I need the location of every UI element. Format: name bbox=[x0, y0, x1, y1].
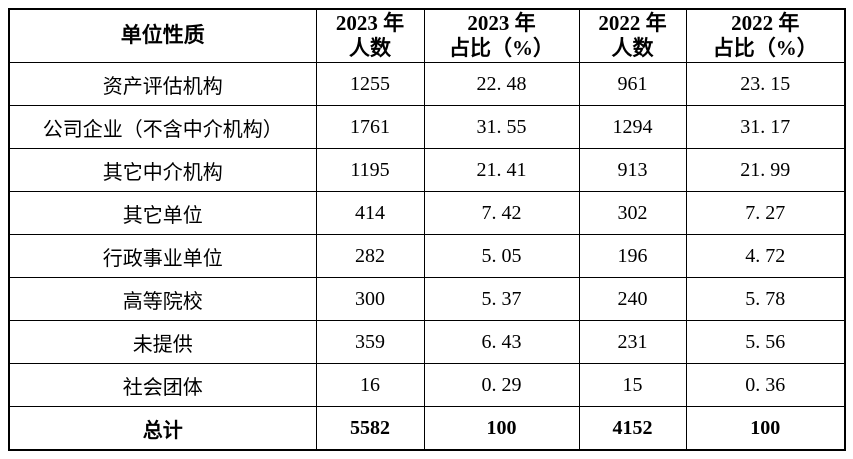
cell-count-2022: 302 bbox=[578, 191, 687, 235]
table-row: 社会团体 16 0. 29 15 0. 36 bbox=[8, 363, 846, 407]
cell-count-2022: 15 bbox=[578, 363, 687, 407]
header-text: 2022 年 bbox=[731, 10, 800, 35]
cell-percent-2022: 5. 56 bbox=[685, 320, 846, 364]
cell-unit-label: 行政事业单位 bbox=[8, 234, 317, 278]
header-text: 人数 bbox=[611, 36, 654, 60]
cell-count-2023: 1255 bbox=[315, 62, 425, 106]
table-row: 其它单位 414 7. 42 302 7. 27 bbox=[8, 191, 846, 235]
header-text: 单位性质 bbox=[120, 23, 205, 48]
cell-percent-2023: 6. 43 bbox=[423, 320, 580, 364]
cell-unit-label: 公司企业（不含中介机构） bbox=[8, 105, 317, 149]
cell-count-2022: 961 bbox=[578, 62, 687, 106]
cell-count-2023: 282 bbox=[315, 234, 425, 278]
cell-count-2023: 414 bbox=[315, 191, 425, 235]
cell-percent-2022: 31. 17 bbox=[685, 105, 846, 149]
cell-total-count-2022: 4152 bbox=[578, 406, 687, 451]
cell-count-2023: 16 bbox=[315, 363, 425, 407]
cell-count-2023: 300 bbox=[315, 277, 425, 321]
header-text: 2022 年 bbox=[598, 10, 667, 35]
table-row: 其它中介机构 1195 21. 41 913 21. 99 bbox=[8, 148, 846, 192]
cell-percent-2023: 5. 37 bbox=[423, 277, 580, 321]
cell-percent-2023: 0. 29 bbox=[423, 363, 580, 407]
header-text: 2023 年 bbox=[467, 10, 536, 35]
cell-count-2022: 196 bbox=[578, 234, 687, 278]
table-row: 公司企业（不含中介机构） 1761 31. 55 1294 31. 17 bbox=[8, 105, 846, 149]
cell-percent-2023: 22. 48 bbox=[423, 62, 580, 106]
cell-unit-label: 未提供 bbox=[8, 320, 317, 364]
cell-percent-2023: 31. 55 bbox=[423, 105, 580, 149]
cell-unit-label: 资产评估机构 bbox=[8, 62, 317, 106]
col-header-2022-percent: 2022 年 占比（%） bbox=[685, 8, 846, 63]
cell-total-percent-2022: 100 bbox=[685, 406, 846, 451]
col-header-2023-count: 2023 年 人数 bbox=[315, 8, 425, 63]
cell-count-2022: 240 bbox=[578, 277, 687, 321]
cell-count-2023: 1761 bbox=[315, 105, 425, 149]
table-row: 行政事业单位 282 5. 05 196 4. 72 bbox=[8, 234, 846, 278]
table-row: 未提供 359 6. 43 231 5. 56 bbox=[8, 320, 846, 364]
cell-count-2022: 1294 bbox=[578, 105, 687, 149]
cell-percent-2022: 7. 27 bbox=[685, 191, 846, 235]
cell-percent-2022: 0. 36 bbox=[685, 363, 846, 407]
table-row: 资产评估机构 1255 22. 48 961 23. 15 bbox=[8, 62, 846, 106]
cell-total-label: 总计 bbox=[8, 406, 317, 451]
header-row: 单位性质 2023 年 人数 2023 年 占比（%） 2022 年 人数 20… bbox=[8, 8, 846, 63]
cell-unit-label: 社会团体 bbox=[8, 363, 317, 407]
cell-percent-2023: 7. 42 bbox=[423, 191, 580, 235]
cell-percent-2023: 5. 05 bbox=[423, 234, 580, 278]
table-row: 高等院校 300 5. 37 240 5. 78 bbox=[8, 277, 846, 321]
cell-total-percent-2023: 100 bbox=[423, 406, 580, 451]
cell-percent-2023: 21. 41 bbox=[423, 148, 580, 192]
col-header-2023-percent: 2023 年 占比（%） bbox=[423, 8, 580, 63]
total-row: 总计 5582 100 4152 100 bbox=[8, 406, 846, 451]
header-text: 人数 bbox=[349, 36, 391, 60]
cell-count-2023: 359 bbox=[315, 320, 425, 364]
col-header-unit-nature: 单位性质 bbox=[8, 8, 317, 63]
header-text: 占比（%） bbox=[712, 36, 818, 60]
header-text: 2023 年 bbox=[335, 10, 405, 35]
col-header-2022-count: 2022 年 人数 bbox=[578, 8, 687, 63]
cell-unit-label: 高等院校 bbox=[8, 277, 317, 321]
cell-unit-label: 其它中介机构 bbox=[8, 148, 317, 192]
cell-percent-2022: 23. 15 bbox=[685, 62, 846, 106]
cell-percent-2022: 4. 72 bbox=[685, 234, 846, 278]
cell-count-2023: 1195 bbox=[315, 148, 425, 192]
unit-nature-statistics-table: 单位性质 2023 年 人数 2023 年 占比（%） 2022 年 人数 20… bbox=[8, 8, 846, 451]
cell-percent-2022: 5. 78 bbox=[685, 277, 846, 321]
cell-count-2022: 913 bbox=[578, 148, 687, 192]
cell-percent-2022: 21. 99 bbox=[685, 148, 846, 192]
header-text: 占比（%） bbox=[449, 36, 554, 60]
cell-unit-label: 其它单位 bbox=[8, 191, 317, 235]
cell-count-2022: 231 bbox=[578, 320, 687, 364]
cell-total-count-2023: 5582 bbox=[315, 406, 425, 451]
